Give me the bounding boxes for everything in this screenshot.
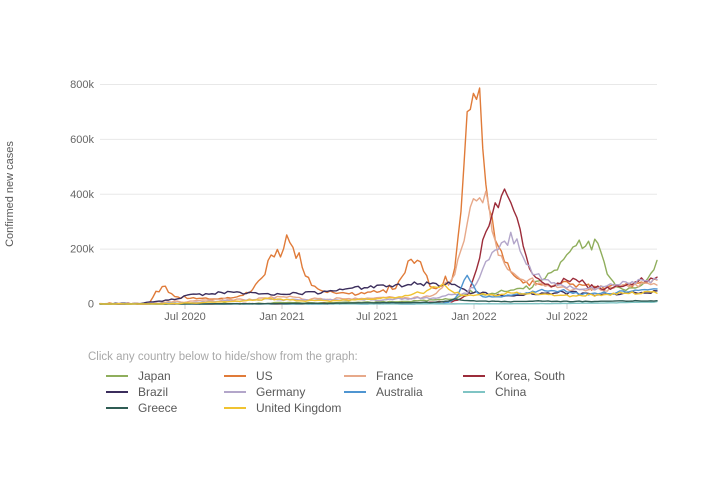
svg-text:Jan 2021: Jan 2021 bbox=[259, 311, 304, 323]
svg-text:Jul 2022: Jul 2022 bbox=[546, 311, 588, 323]
svg-text:Jul 2020: Jul 2020 bbox=[164, 311, 206, 323]
svg-text:Jul 2021: Jul 2021 bbox=[356, 311, 398, 323]
svg-text:800k: 800k bbox=[70, 79, 94, 91]
svg-text:Jan 2022: Jan 2022 bbox=[451, 311, 496, 323]
svg-text:200k: 200k bbox=[70, 244, 94, 256]
svg-text:400k: 400k bbox=[70, 189, 94, 201]
svg-text:0: 0 bbox=[88, 299, 94, 311]
svg-text:600k: 600k bbox=[70, 134, 94, 146]
